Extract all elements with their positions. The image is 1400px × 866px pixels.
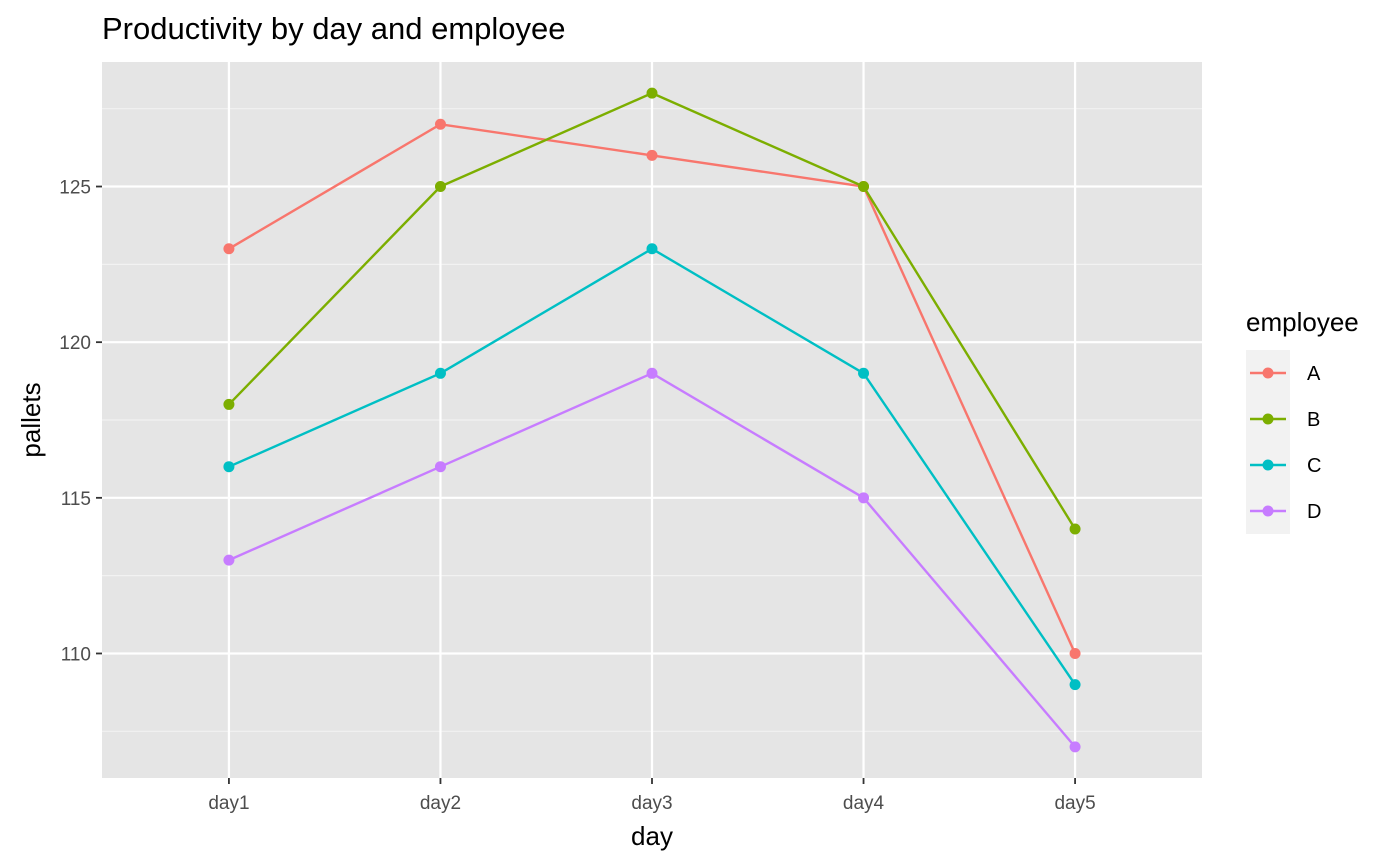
x-tick-label: day1 [208,793,249,814]
x-tick-label: day3 [631,793,672,814]
x-axis-ticks: day1 day2 day3 day4 day5 [208,778,1096,814]
legend-key-point [1262,413,1274,425]
data-point-D [434,461,446,473]
legend-key-point [1262,367,1274,379]
x-axis-title: day [631,821,673,851]
legend: employee A B C D [1246,307,1359,534]
grid-major [102,62,1202,778]
y-tick-label: 125 [59,178,91,199]
y-tick-label: 115 [61,489,91,510]
data-point-A [434,118,446,130]
data-point-B [858,181,870,193]
data-point-D [223,554,235,566]
data-point-C [646,243,658,255]
data-point-A [223,243,235,255]
data-point-D [646,367,658,379]
data-point-A [646,149,658,161]
legend-label: D [1307,501,1321,523]
y-tick-label: 120 [59,333,91,354]
legend-key-point [1262,505,1274,517]
y-axis-ticks: 110 115 120 125 [59,178,102,665]
x-tick-label: day2 [420,793,461,814]
legend-key-point [1262,459,1274,471]
legend-title: employee [1246,307,1359,337]
y-axis-title: pallets [16,382,46,457]
data-point-C [434,367,446,379]
x-tick-label: day4 [843,793,885,814]
data-point-C [223,461,235,473]
y-tick-label: 110 [61,644,91,665]
data-point-D [858,492,870,504]
legend-label: A [1307,363,1321,385]
data-point-B [1069,523,1081,535]
x-tick-label: day5 [1054,793,1095,814]
data-point-B [434,181,446,193]
data-point-C [1069,679,1081,691]
legend-label: C [1307,455,1321,477]
data-point-C [858,367,870,379]
data-point-A [1069,647,1081,659]
series-points [223,87,1081,753]
chart-title: Productivity by day and employee [102,11,566,46]
data-point-B [223,398,235,410]
data-point-D [1069,741,1081,753]
legend-label: B [1307,409,1320,431]
data-point-B [646,87,658,99]
